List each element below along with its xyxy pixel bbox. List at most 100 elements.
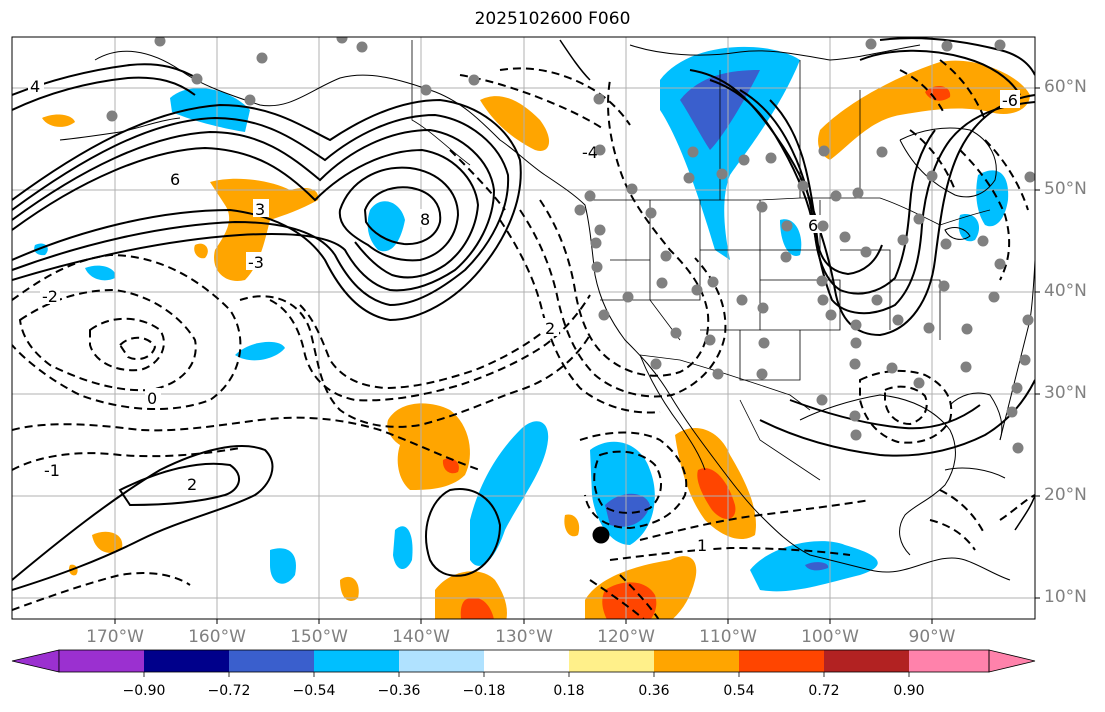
map-title: 2025102600 F060 bbox=[474, 9, 631, 29]
blue-core-caribbean bbox=[805, 562, 829, 571]
lon-label: 90°W bbox=[908, 627, 956, 647]
central-america-coast bbox=[919, 557, 1011, 581]
colorbar-swatch bbox=[569, 650, 654, 672]
blue-area-west-pacific-2 bbox=[85, 265, 116, 281]
colorbar-label: −0.90 bbox=[122, 683, 166, 699]
colorbar-label: −0.72 bbox=[207, 683, 251, 699]
contour-label: -1 bbox=[44, 461, 60, 480]
blue-area-gulf-alaska bbox=[367, 201, 405, 252]
gulf-of-mexico-coast bbox=[799, 394, 956, 556]
lat-label: 50°N bbox=[1044, 179, 1087, 199]
colorbar-label: −0.18 bbox=[462, 683, 506, 699]
lon-label: 150°W bbox=[290, 627, 348, 647]
great-lakes bbox=[944, 227, 971, 240]
orange-area-southwest-2 bbox=[564, 514, 580, 537]
colorbar-label: 0.18 bbox=[553, 683, 585, 699]
canadian-arctic-coast bbox=[629, 44, 921, 61]
baja-peninsula bbox=[639, 354, 706, 471]
red-core-baja bbox=[697, 468, 736, 520]
us-canada-border bbox=[588, 197, 991, 226]
us-state-line-9 bbox=[600, 299, 681, 341]
contour-label: -6 bbox=[1002, 91, 1018, 110]
colorbar-label: 0.90 bbox=[893, 683, 925, 699]
aleutian-coastline bbox=[59, 117, 181, 141]
dashed-contours bbox=[12, 59, 1035, 619]
orange-area-aleutian bbox=[42, 114, 75, 127]
contour-label: -2 bbox=[42, 287, 58, 306]
colorbar-swatch bbox=[144, 650, 229, 672]
colorbar-label: −0.54 bbox=[292, 683, 336, 699]
orange-area-bc-coast bbox=[480, 96, 550, 151]
contour-label: -4 bbox=[582, 143, 598, 162]
zero-contours bbox=[559, 39, 1035, 531]
blue-area-subtropical bbox=[470, 421, 549, 566]
alaska-canada-border bbox=[411, 40, 471, 166]
colorbar-swatch bbox=[59, 650, 144, 672]
colorbar-label: 0.72 bbox=[808, 683, 840, 699]
contour-label: 3 bbox=[255, 200, 265, 219]
colorbar-swatch bbox=[314, 650, 399, 672]
contour-label: -3 bbox=[248, 253, 264, 272]
red-core-mid-pacific bbox=[442, 458, 459, 474]
colorbar-label: 0.36 bbox=[638, 683, 670, 699]
colorbar-swatch bbox=[484, 650, 569, 672]
red-area-east-tropical bbox=[602, 582, 657, 619]
contour-label: 8 bbox=[420, 210, 430, 229]
station-dots bbox=[106, 37, 1035, 454]
colorbar-swatch bbox=[229, 650, 314, 672]
contour-label: 2 bbox=[545, 319, 555, 338]
colorbar-swatch bbox=[399, 650, 484, 672]
contour-label: 2 bbox=[187, 475, 197, 494]
lat-lon-grid bbox=[12, 37, 1035, 619]
red-area-northeast-canada bbox=[925, 85, 951, 101]
hudson-bay-coast bbox=[899, 127, 997, 198]
red-area-south-tropical bbox=[460, 597, 494, 619]
lat-label: 30°N bbox=[1044, 383, 1087, 403]
blue-area-south-2 bbox=[270, 548, 296, 584]
lat-label: 20°N bbox=[1044, 485, 1087, 505]
lon-label: 120°W bbox=[597, 627, 655, 647]
contour-label: 0 bbox=[147, 389, 157, 408]
lon-label: 140°W bbox=[392, 627, 450, 647]
colorbar-swatch bbox=[654, 650, 739, 672]
contour-label: 4 bbox=[30, 77, 40, 96]
blue-area-bering bbox=[170, 88, 250, 132]
us-state-line-2 bbox=[700, 249, 761, 331]
blue-area-hudson bbox=[976, 170, 1009, 227]
political-borders bbox=[411, 40, 991, 481]
colorbar-swatch bbox=[739, 650, 824, 672]
axis-ticks bbox=[114, 87, 1040, 624]
orange-area-mid-pacific bbox=[387, 403, 470, 490]
us-state-line-7 bbox=[890, 279, 941, 340]
lon-label: 100°W bbox=[801, 627, 859, 647]
colorbar bbox=[11, 649, 1036, 677]
lon-label: 130°W bbox=[495, 627, 553, 647]
lon-label: 160°W bbox=[188, 627, 246, 647]
us-state-line-5 bbox=[739, 330, 801, 381]
colorbar-label: −0.36 bbox=[377, 683, 421, 699]
contour-labels: 4 6 8 3 -3 2 -2 0 -1 1 -4 6 2 - bbox=[28, 76, 1020, 555]
cuba-island bbox=[944, 467, 1006, 479]
blue-core-mexico bbox=[605, 493, 650, 527]
solid-contours bbox=[12, 37, 1035, 591]
us-mexico-border bbox=[639, 354, 811, 411]
contour-label: 6 bbox=[170, 170, 180, 189]
colorbar-swatch bbox=[824, 650, 909, 672]
lon-label: 110°W bbox=[699, 627, 757, 647]
lat-label: 40°N bbox=[1044, 281, 1087, 301]
florida-coast bbox=[949, 392, 1003, 441]
lon-label: 170°W bbox=[86, 627, 144, 647]
contours bbox=[12, 37, 1035, 619]
colorbar-swatch bbox=[909, 650, 989, 672]
orange-area-pacific-small bbox=[194, 243, 208, 259]
orange-area-central-north-pacific bbox=[210, 178, 319, 281]
colorbar-extend-high bbox=[988, 649, 1036, 673]
orange-area-northeast-canada bbox=[818, 60, 1030, 160]
mexico-state-lines bbox=[739, 399, 821, 481]
lat-label: 10°N bbox=[1044, 587, 1087, 607]
lat-label: 60°N bbox=[1044, 77, 1087, 97]
orange-area-south-central bbox=[340, 576, 359, 601]
blue-area-central-pacific bbox=[235, 341, 285, 361]
shaded-anomaly-fields bbox=[34, 46, 1030, 619]
contour-label: 6 bbox=[808, 216, 818, 235]
